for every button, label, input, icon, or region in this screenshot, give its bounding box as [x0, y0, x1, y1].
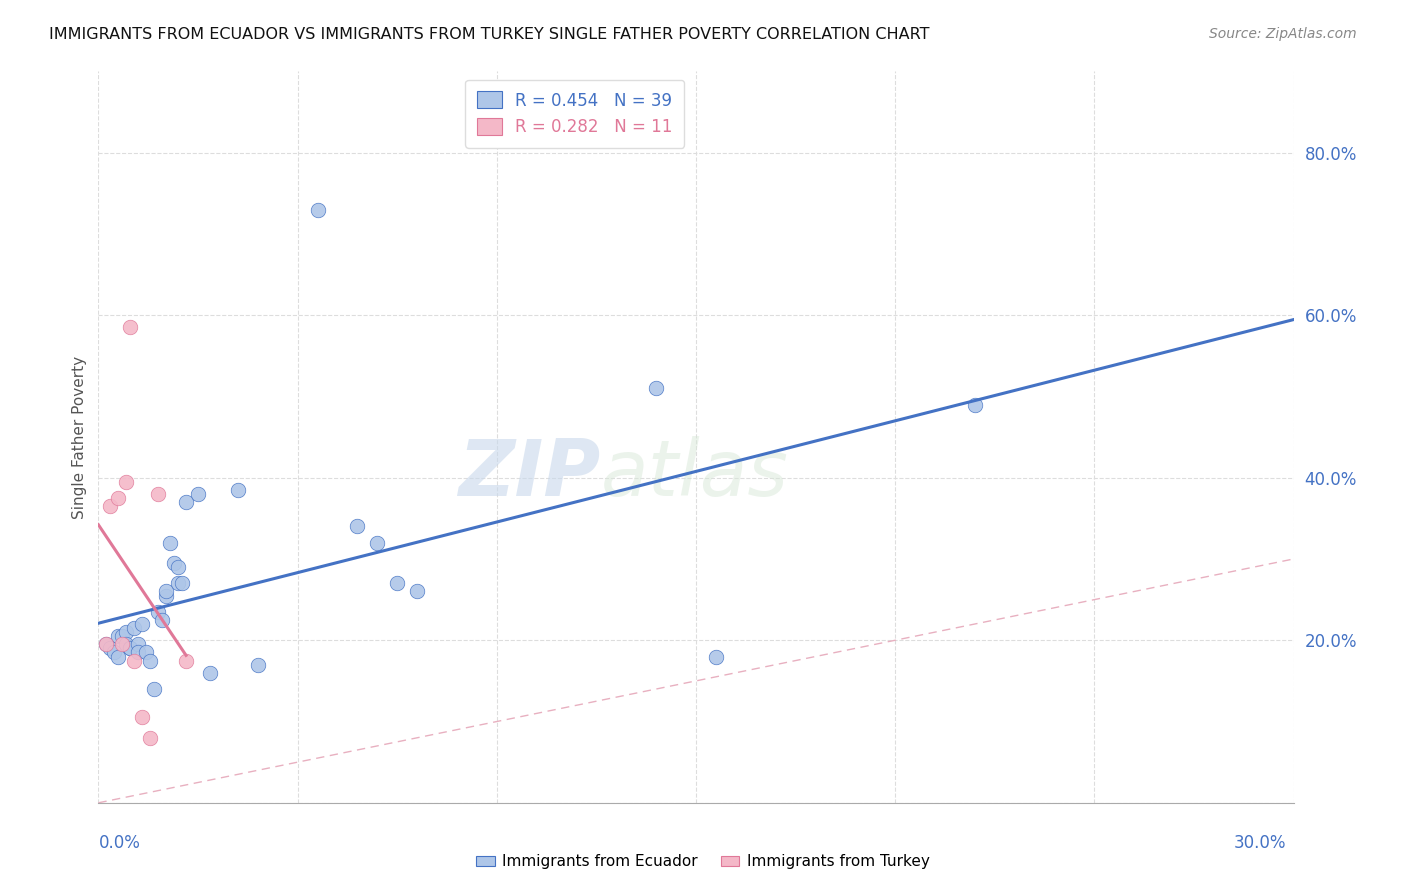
- Text: atlas: atlas: [600, 435, 789, 512]
- Point: [120, 320, 142, 334]
- Point: [167, 576, 190, 591]
- Point: [124, 621, 146, 635]
- Point: [139, 731, 162, 745]
- Point: [115, 637, 138, 651]
- Point: [115, 475, 138, 489]
- Point: [406, 584, 429, 599]
- Point: [98, 641, 122, 656]
- Point: [155, 589, 177, 603]
- Point: [187, 487, 209, 501]
- Point: [107, 491, 129, 505]
- Point: [963, 398, 986, 412]
- Point: [127, 637, 149, 651]
- Point: [96, 637, 118, 651]
- Point: [131, 710, 153, 724]
- Point: [139, 654, 162, 668]
- Point: [107, 629, 129, 643]
- Point: [115, 625, 138, 640]
- Point: [704, 649, 727, 664]
- Point: [645, 381, 668, 395]
- Point: [131, 617, 153, 632]
- Point: [163, 556, 186, 570]
- Point: [150, 613, 173, 627]
- Legend: Immigrants from Ecuador, Immigrants from Turkey: Immigrants from Ecuador, Immigrants from…: [470, 848, 936, 875]
- Y-axis label: Single Father Poverty: Single Father Poverty: [72, 356, 87, 518]
- Point: [111, 637, 134, 651]
- Point: [148, 487, 170, 501]
- Text: 0.0%: 0.0%: [98, 834, 141, 852]
- Legend: R = 0.454   N = 39, R = 0.282   N = 11: R = 0.454 N = 39, R = 0.282 N = 11: [465, 79, 685, 148]
- Point: [103, 645, 125, 659]
- Point: [226, 483, 249, 497]
- Text: 30.0%: 30.0%: [1234, 834, 1286, 852]
- Point: [124, 654, 146, 668]
- Text: Source: ZipAtlas.com: Source: ZipAtlas.com: [1209, 27, 1357, 41]
- Point: [127, 645, 149, 659]
- Point: [246, 657, 269, 672]
- Text: IMMIGRANTS FROM ECUADOR VS IMMIGRANTS FROM TURKEY SINGLE FATHER POVERTY CORRELAT: IMMIGRANTS FROM ECUADOR VS IMMIGRANTS FR…: [49, 27, 929, 42]
- Point: [155, 584, 177, 599]
- Point: [172, 576, 194, 591]
- Point: [111, 629, 134, 643]
- Point: [385, 576, 409, 591]
- Point: [346, 519, 368, 533]
- Point: [174, 654, 197, 668]
- Point: [198, 665, 221, 680]
- Point: [98, 499, 122, 513]
- Point: [174, 495, 197, 509]
- Point: [307, 202, 329, 217]
- Point: [159, 535, 181, 549]
- Point: [120, 641, 142, 656]
- Point: [143, 681, 166, 696]
- Point: [120, 641, 142, 656]
- Point: [107, 649, 129, 664]
- Point: [96, 637, 118, 651]
- Text: ZIP: ZIP: [458, 435, 600, 512]
- Point: [167, 560, 190, 574]
- Point: [135, 645, 157, 659]
- Point: [148, 605, 170, 619]
- Point: [366, 535, 388, 549]
